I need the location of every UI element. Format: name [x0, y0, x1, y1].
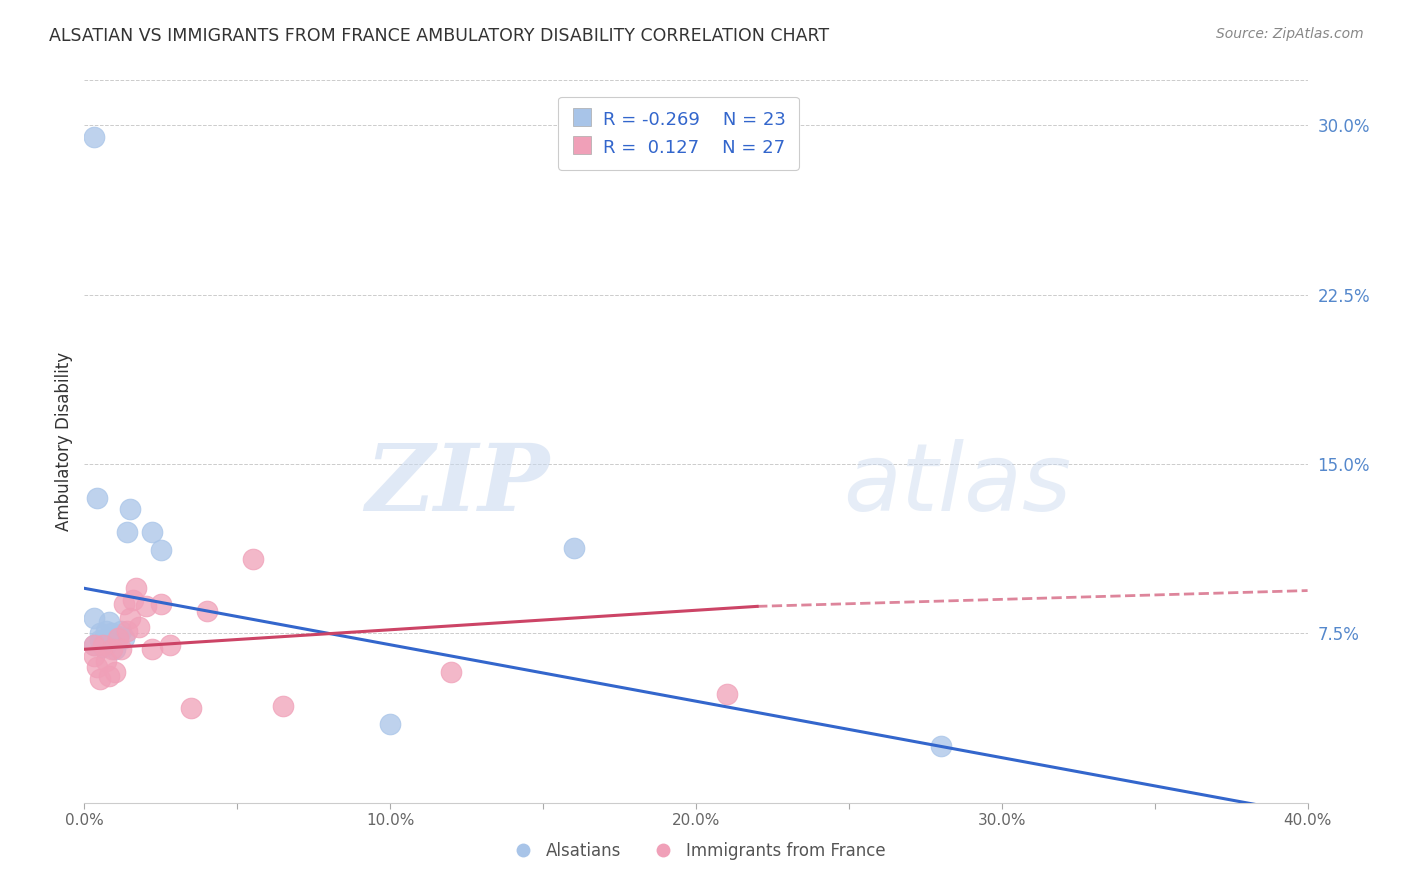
Point: [83, 610, 105, 624]
Text: ZIP: ZIP: [366, 440, 550, 530]
Point: [83, 638, 105, 652]
Point: [104, 665, 127, 679]
Point: [91, 633, 114, 648]
Point: [159, 638, 181, 652]
Point: [141, 524, 163, 539]
Point: [86, 491, 108, 505]
Text: Source: ZipAtlas.com: Source: ZipAtlas.com: [1216, 27, 1364, 41]
Point: [271, 698, 294, 713]
Point: [149, 597, 172, 611]
Y-axis label: Ambulatory Disability: Ambulatory Disability: [55, 352, 73, 531]
Point: [110, 624, 132, 639]
Legend: Alsatians, Immigrants from France: Alsatians, Immigrants from France: [499, 836, 893, 867]
Point: [135, 599, 157, 614]
Point: [107, 631, 129, 645]
Point: [149, 542, 172, 557]
Point: [125, 582, 148, 596]
Point: [101, 642, 124, 657]
Point: [112, 597, 135, 611]
Point: [83, 129, 105, 144]
Point: [716, 687, 738, 701]
Point: [83, 648, 105, 663]
Point: [122, 592, 145, 607]
Point: [94, 654, 117, 668]
Point: [120, 610, 142, 624]
Point: [89, 633, 111, 648]
Point: [112, 631, 135, 645]
Point: [141, 642, 163, 657]
Text: ALSATIAN VS IMMIGRANTS FROM FRANCE AMBULATORY DISABILITY CORRELATION CHART: ALSATIAN VS IMMIGRANTS FROM FRANCE AMBUL…: [49, 27, 830, 45]
Point: [101, 626, 124, 640]
Point: [120, 502, 142, 516]
Point: [83, 638, 105, 652]
Point: [91, 640, 114, 654]
Point: [89, 672, 111, 686]
Point: [380, 716, 402, 731]
Point: [180, 701, 202, 715]
Point: [104, 642, 127, 657]
Point: [97, 615, 120, 630]
Point: [562, 541, 585, 555]
Point: [128, 620, 150, 634]
Point: [929, 739, 952, 754]
Point: [115, 624, 138, 639]
Point: [91, 638, 114, 652]
Point: [107, 629, 129, 643]
Point: [115, 524, 138, 539]
Point: [94, 624, 117, 639]
Point: [242, 552, 264, 566]
Point: [86, 660, 108, 674]
Point: [440, 665, 463, 679]
Point: [89, 626, 111, 640]
Point: [94, 638, 117, 652]
Point: [97, 669, 120, 683]
Text: atlas: atlas: [842, 440, 1071, 531]
Point: [195, 604, 218, 618]
Point: [110, 642, 132, 657]
